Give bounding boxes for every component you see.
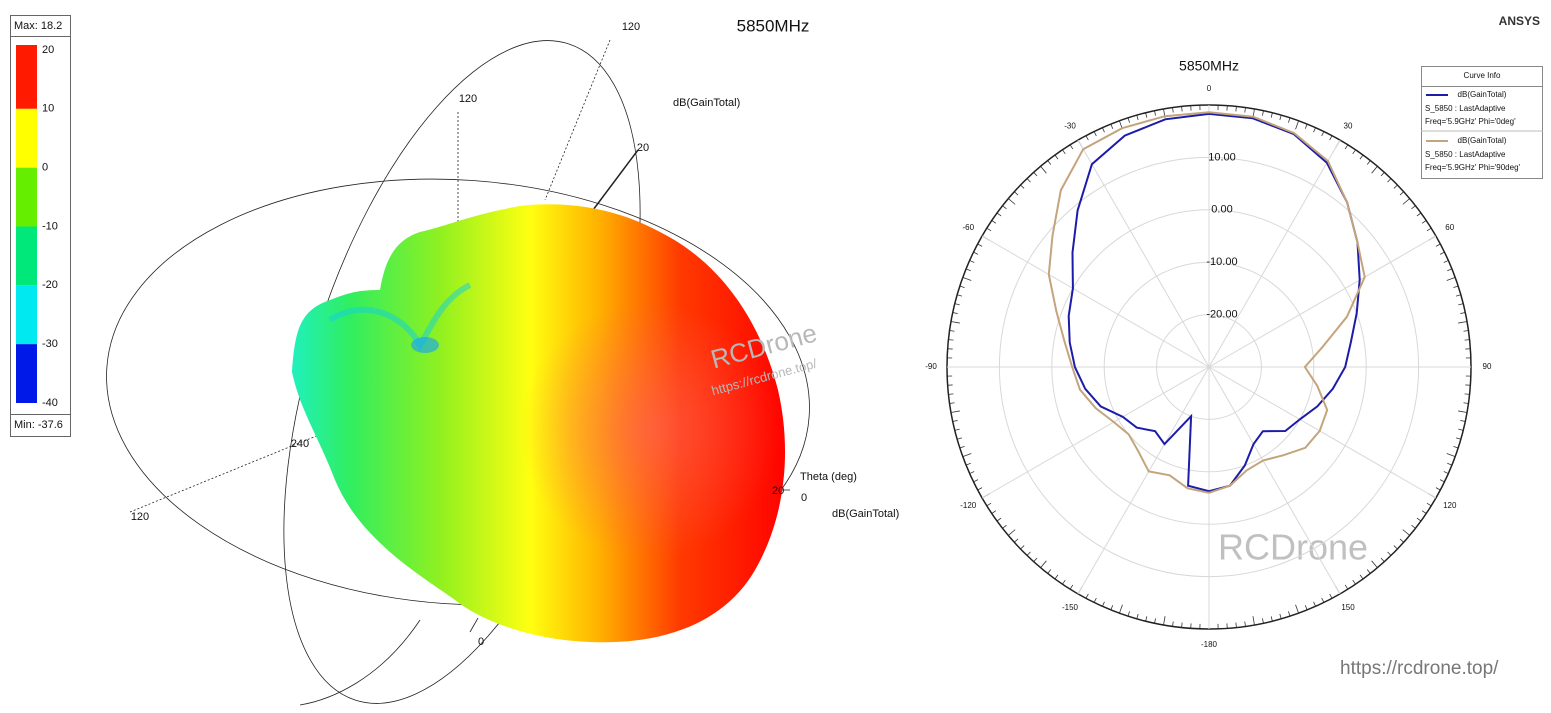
brand: ANSYS bbox=[1499, 14, 1540, 28]
axis-label: dB(GainTotal) bbox=[832, 508, 899, 520]
angle-tick-label: -120 bbox=[960, 501, 977, 510]
axis-label: 20 bbox=[772, 485, 784, 497]
legend-setup: S_5850 : LastAdaptive bbox=[1425, 104, 1506, 113]
watermark: RCDrone bbox=[1218, 527, 1368, 568]
axis-label: dB(GainTotal) bbox=[673, 97, 740, 109]
angle-tick-label: -150 bbox=[1062, 603, 1079, 612]
axis-label: 120 bbox=[459, 93, 477, 105]
spoke bbox=[981, 235, 1210, 368]
colorbar-frame bbox=[10, 15, 71, 437]
legend-name: dB(GainTotal) bbox=[1458, 136, 1507, 145]
angle-tick-label: -60 bbox=[962, 223, 974, 232]
angle-tick-label: -30 bbox=[1064, 121, 1076, 130]
axis-label: 120 bbox=[622, 21, 640, 33]
radial-tick-label: -10.00 bbox=[1206, 256, 1237, 268]
pattern-3d bbox=[292, 204, 786, 643]
spoke bbox=[1077, 366, 1210, 595]
colorbar-band bbox=[16, 45, 37, 109]
colorbar-tick-label: -10 bbox=[42, 220, 58, 232]
chart-title: 5850MHz bbox=[1179, 58, 1239, 74]
axis-label: Theta (deg) bbox=[800, 471, 857, 483]
axis-label: 240 bbox=[291, 438, 309, 450]
series-line bbox=[1047, 111, 1366, 494]
axis-label: 0 bbox=[478, 636, 484, 648]
axis-label: 0 bbox=[801, 492, 807, 504]
colorbar-band bbox=[16, 226, 37, 286]
legend-setup: S_5850 : LastAdaptive bbox=[1425, 150, 1506, 159]
colorbar-tick-label: -40 bbox=[42, 397, 58, 409]
radial-tick-label: -20.00 bbox=[1206, 309, 1237, 321]
series-line bbox=[1067, 112, 1361, 493]
colorbar-min: Min: -37.6 bbox=[14, 419, 63, 431]
colorbar-tick-label: -30 bbox=[42, 338, 58, 350]
spoke bbox=[1208, 366, 1437, 499]
radial-tick-label: 10.00 bbox=[1208, 151, 1236, 163]
colorbar-max: Max: 18.2 bbox=[14, 20, 62, 32]
legend-condition: Freq='5.9GHz' Phi='0deg' bbox=[1425, 117, 1516, 126]
axes-3d-front bbox=[299, 619, 421, 706]
chart-title: 5850MHz bbox=[737, 16, 810, 35]
angle-tick-label: -90 bbox=[925, 362, 937, 371]
axis-label: 120 bbox=[131, 511, 149, 523]
colorbar-tick-label: 10 bbox=[42, 103, 54, 115]
angle-tick-label: 0 bbox=[1207, 84, 1212, 93]
angle-tick-label: 120 bbox=[1443, 501, 1457, 510]
spoke bbox=[1077, 139, 1210, 368]
colorbar-band bbox=[16, 167, 37, 227]
legend-title: Curve Info bbox=[1464, 71, 1501, 80]
spoke bbox=[981, 366, 1210, 499]
radial-tick-label: 0.00 bbox=[1211, 204, 1232, 216]
angle-tick-label: 150 bbox=[1341, 603, 1355, 612]
legend-frame bbox=[1421, 66, 1543, 179]
colorbar-tick-label: -20 bbox=[42, 279, 58, 291]
spoke bbox=[1208, 139, 1341, 368]
colorbar-band bbox=[16, 344, 37, 403]
legend-condition: Freq='5.9GHz' Phi='90deg' bbox=[1425, 163, 1521, 172]
watermark: https://rcdrone.top/ bbox=[1340, 658, 1499, 679]
colorbar-band bbox=[16, 108, 37, 168]
legend-name: dB(GainTotal) bbox=[1458, 90, 1507, 99]
spoke bbox=[1208, 366, 1341, 595]
angle-tick-label: -180 bbox=[1201, 640, 1218, 649]
angle-tick-label: 90 bbox=[1483, 362, 1492, 371]
axis-label: 20 bbox=[637, 142, 649, 154]
colorbar-band bbox=[16, 285, 37, 345]
colorbar-tick-label: 0 bbox=[42, 162, 48, 174]
angle-tick-label: 60 bbox=[1445, 223, 1454, 232]
spoke bbox=[1208, 235, 1437, 368]
colorbar-tick-label: 20 bbox=[42, 44, 54, 56]
angle-tick-label: 30 bbox=[1344, 121, 1353, 130]
